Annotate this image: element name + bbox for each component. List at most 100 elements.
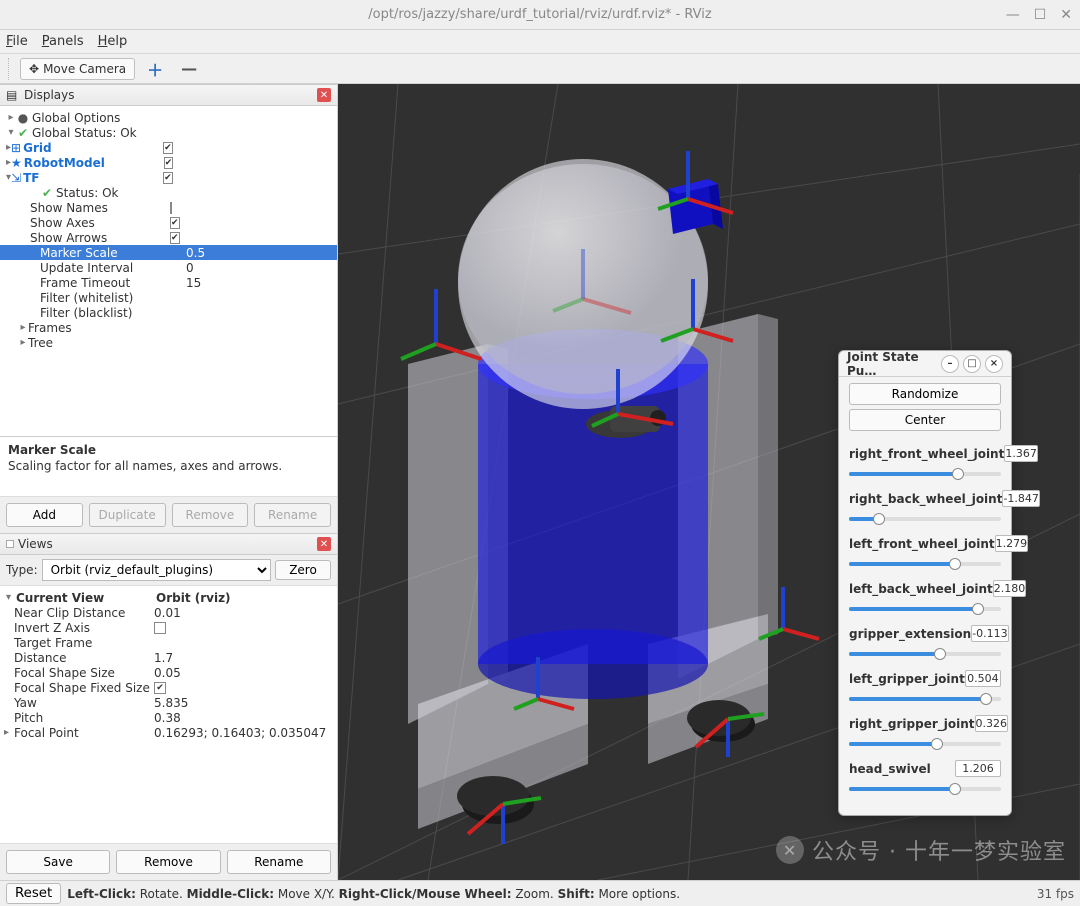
displays-button-row: Add Duplicate Remove Rename bbox=[0, 496, 337, 533]
menu-panels[interactable]: Panels bbox=[42, 34, 84, 49]
joint-value[interactable]: 1.279 bbox=[995, 535, 1029, 552]
toolbar-grip-icon[interactable] bbox=[8, 58, 14, 80]
move-camera-icon: ✥ bbox=[29, 62, 39, 76]
move-camera-label: Move Camera bbox=[43, 62, 126, 76]
displays-tree[interactable]: ▸●Global Options▾✔Global Status: Ok▸⊞Gri… bbox=[0, 106, 337, 436]
views-tree[interactable]: ▾Current ViewOrbit (rviz)Near Clip Dista… bbox=[0, 586, 337, 843]
move-camera-button[interactable]: ✥ Move Camera bbox=[20, 58, 135, 80]
view-prop-focal-shape-fixed-size[interactable]: Focal Shape Fixed Size bbox=[0, 680, 337, 695]
display-item-grid[interactable]: ▸⊞Grid bbox=[0, 140, 337, 155]
randomize-button[interactable]: Randomize bbox=[849, 383, 1001, 405]
menu-file[interactable]: File bbox=[6, 34, 28, 49]
joint-value[interactable]: 1.367 bbox=[1004, 445, 1038, 462]
views-header[interactable]: Views ✕ bbox=[0, 533, 337, 555]
joint-slider[interactable] bbox=[849, 511, 1001, 525]
view-prop-focal-shape-size[interactable]: Focal Shape Size0.05 bbox=[0, 665, 337, 680]
toolbar-remove-icon[interactable]: — bbox=[175, 59, 203, 78]
viewport-3d[interactable]: Joint State Pu… – □ × Randomize Center r… bbox=[338, 84, 1080, 880]
display-item-global-status-ok[interactable]: ▾✔Global Status: Ok bbox=[0, 125, 337, 140]
checkbox[interactable] bbox=[164, 157, 174, 169]
views-type-label: Type: bbox=[6, 563, 38, 577]
display-item-robotmodel[interactable]: ▸★RobotModel bbox=[0, 155, 337, 170]
views-zero-button[interactable]: Zero bbox=[275, 560, 331, 580]
tf-prop-marker-scale[interactable]: Marker Scale0.5 bbox=[0, 245, 337, 260]
view-prop-invert-z-axis[interactable]: Invert Z Axis bbox=[0, 620, 337, 635]
tf-prop-frames[interactable]: ▸Frames bbox=[0, 320, 337, 335]
views-save-button[interactable]: Save bbox=[6, 850, 110, 874]
tf-prop-show-arrows[interactable]: Show Arrows bbox=[0, 230, 337, 245]
tf-prop-tree[interactable]: ▸Tree bbox=[0, 335, 337, 350]
displays-close-icon[interactable]: ✕ bbox=[317, 88, 331, 102]
menu-help[interactable]: Help bbox=[98, 34, 128, 49]
joint-slider[interactable] bbox=[849, 556, 1001, 570]
view-prop-distance[interactable]: Distance1.7 bbox=[0, 650, 337, 665]
joint-left_front_wheel_joint: left_front_wheel_joint1.279 bbox=[849, 535, 1001, 570]
view-prop-near-clip-distance[interactable]: Near Clip Distance0.01 bbox=[0, 605, 337, 620]
joint-value[interactable]: 1.206 bbox=[955, 760, 1001, 777]
joint-label: gripper_extension bbox=[849, 627, 971, 641]
joint-state-titlebar[interactable]: Joint State Pu… – □ × bbox=[839, 351, 1011, 377]
joint-value[interactable]: 0.504 bbox=[965, 670, 1001, 687]
view-prop-target-frame[interactable]: Target Frame bbox=[0, 635, 337, 650]
main-content: ▤ Displays ✕ ▸●Global Options▾✔Global St… bbox=[0, 84, 1080, 880]
checkbox[interactable] bbox=[163, 142, 173, 154]
joint-value[interactable]: 2.180 bbox=[993, 580, 1027, 597]
joint-state-window[interactable]: Joint State Pu… – □ × Randomize Center r… bbox=[838, 350, 1012, 816]
joint-left_back_wheel_joint: left_back_wheel_joint2.180 bbox=[849, 580, 1001, 615]
maximize-icon[interactable]: ☐ bbox=[1034, 7, 1047, 23]
joint-value[interactable]: -1.847 bbox=[1002, 490, 1039, 507]
display-item-tf[interactable]: ▾⇲TF bbox=[0, 170, 337, 185]
joint-value[interactable]: -0.113 bbox=[971, 625, 1008, 642]
tf-prop-update-interval[interactable]: Update Interval0 bbox=[0, 260, 337, 275]
joint-label: left_gripper_joint bbox=[849, 672, 965, 686]
joint-slider[interactable] bbox=[849, 781, 1001, 795]
checkbox[interactable] bbox=[170, 202, 172, 214]
center-button[interactable]: Center bbox=[849, 409, 1001, 431]
checkbox[interactable] bbox=[163, 172, 173, 184]
add-button[interactable]: Add bbox=[6, 503, 83, 527]
joint-minimize-icon[interactable]: – bbox=[941, 355, 959, 373]
joint-right_back_wheel_joint: right_back_wheel_joint-1.847 bbox=[849, 490, 1001, 525]
tf-prop-filter-whitelist-[interactable]: Filter (whitelist) bbox=[0, 290, 337, 305]
joint-slider[interactable] bbox=[849, 691, 1001, 705]
checkbox[interactable] bbox=[170, 217, 180, 229]
joint-maximize-icon[interactable]: □ bbox=[963, 355, 981, 373]
checkbox[interactable] bbox=[154, 682, 166, 694]
window-titlebar: /opt/ros/jazzy/share/urdf_tutorial/rviz/… bbox=[0, 0, 1080, 30]
views-rename-button[interactable]: Rename bbox=[227, 850, 331, 874]
tf-prop-show-names[interactable]: Show Names bbox=[0, 200, 337, 215]
joint-slider[interactable] bbox=[849, 646, 1001, 660]
close-icon[interactable]: ✕ bbox=[1060, 7, 1072, 23]
joint-slider[interactable] bbox=[849, 736, 1001, 750]
reset-button[interactable]: Reset bbox=[6, 883, 61, 904]
views-type-select[interactable]: Orbit (rviz_default_plugins) bbox=[42, 559, 271, 581]
joint-close-icon[interactable]: × bbox=[985, 355, 1003, 373]
views-remove-button[interactable]: Remove bbox=[116, 850, 220, 874]
tf-prop-frame-timeout[interactable]: Frame Timeout15 bbox=[0, 275, 337, 290]
displays-header[interactable]: ▤ Displays ✕ bbox=[0, 84, 337, 106]
joint-slider[interactable] bbox=[849, 601, 1001, 615]
display-item-global-options[interactable]: ▸●Global Options bbox=[0, 110, 337, 125]
window-title: /opt/ros/jazzy/share/urdf_tutorial/rviz/… bbox=[368, 7, 711, 22]
views-close-icon[interactable]: ✕ bbox=[317, 537, 331, 551]
minimize-icon[interactable]: — bbox=[1006, 7, 1020, 23]
checkbox[interactable] bbox=[170, 232, 180, 244]
joint-right_gripper_joint: right_gripper_joint0.326 bbox=[849, 715, 1001, 750]
duplicate-button[interactable]: Duplicate bbox=[89, 503, 166, 527]
tf-prop-status-ok[interactable]: ✔Status: Ok bbox=[0, 185, 337, 200]
remove-button[interactable]: Remove bbox=[172, 503, 249, 527]
joint-slider[interactable] bbox=[849, 466, 1001, 480]
checkbox[interactable] bbox=[154, 622, 166, 634]
toolbar-add-icon[interactable]: ＋ bbox=[141, 57, 169, 81]
tf-prop-show-axes[interactable]: Show Axes bbox=[0, 215, 337, 230]
view-prop-current-view[interactable]: ▾Current ViewOrbit (rviz) bbox=[0, 590, 337, 605]
tf-prop-filter-blacklist-[interactable]: Filter (blacklist) bbox=[0, 305, 337, 320]
view-prop-pitch[interactable]: Pitch0.38 bbox=[0, 710, 337, 725]
view-prop-yaw[interactable]: Yaw5.835 bbox=[0, 695, 337, 710]
views-type-row: Type: Orbit (rviz_default_plugins) Zero bbox=[0, 555, 337, 586]
joint-value[interactable]: 0.326 bbox=[975, 715, 1009, 732]
rename-button[interactable]: Rename bbox=[254, 503, 331, 527]
joint-head_swivel: head_swivel1.206 bbox=[849, 760, 1001, 795]
status-hints: Left-Click: Rotate. Middle-Click: Move X… bbox=[67, 887, 680, 901]
view-prop-focal-point[interactable]: ▸Focal Point0.16293; 0.16403; 0.035047 bbox=[0, 725, 337, 740]
